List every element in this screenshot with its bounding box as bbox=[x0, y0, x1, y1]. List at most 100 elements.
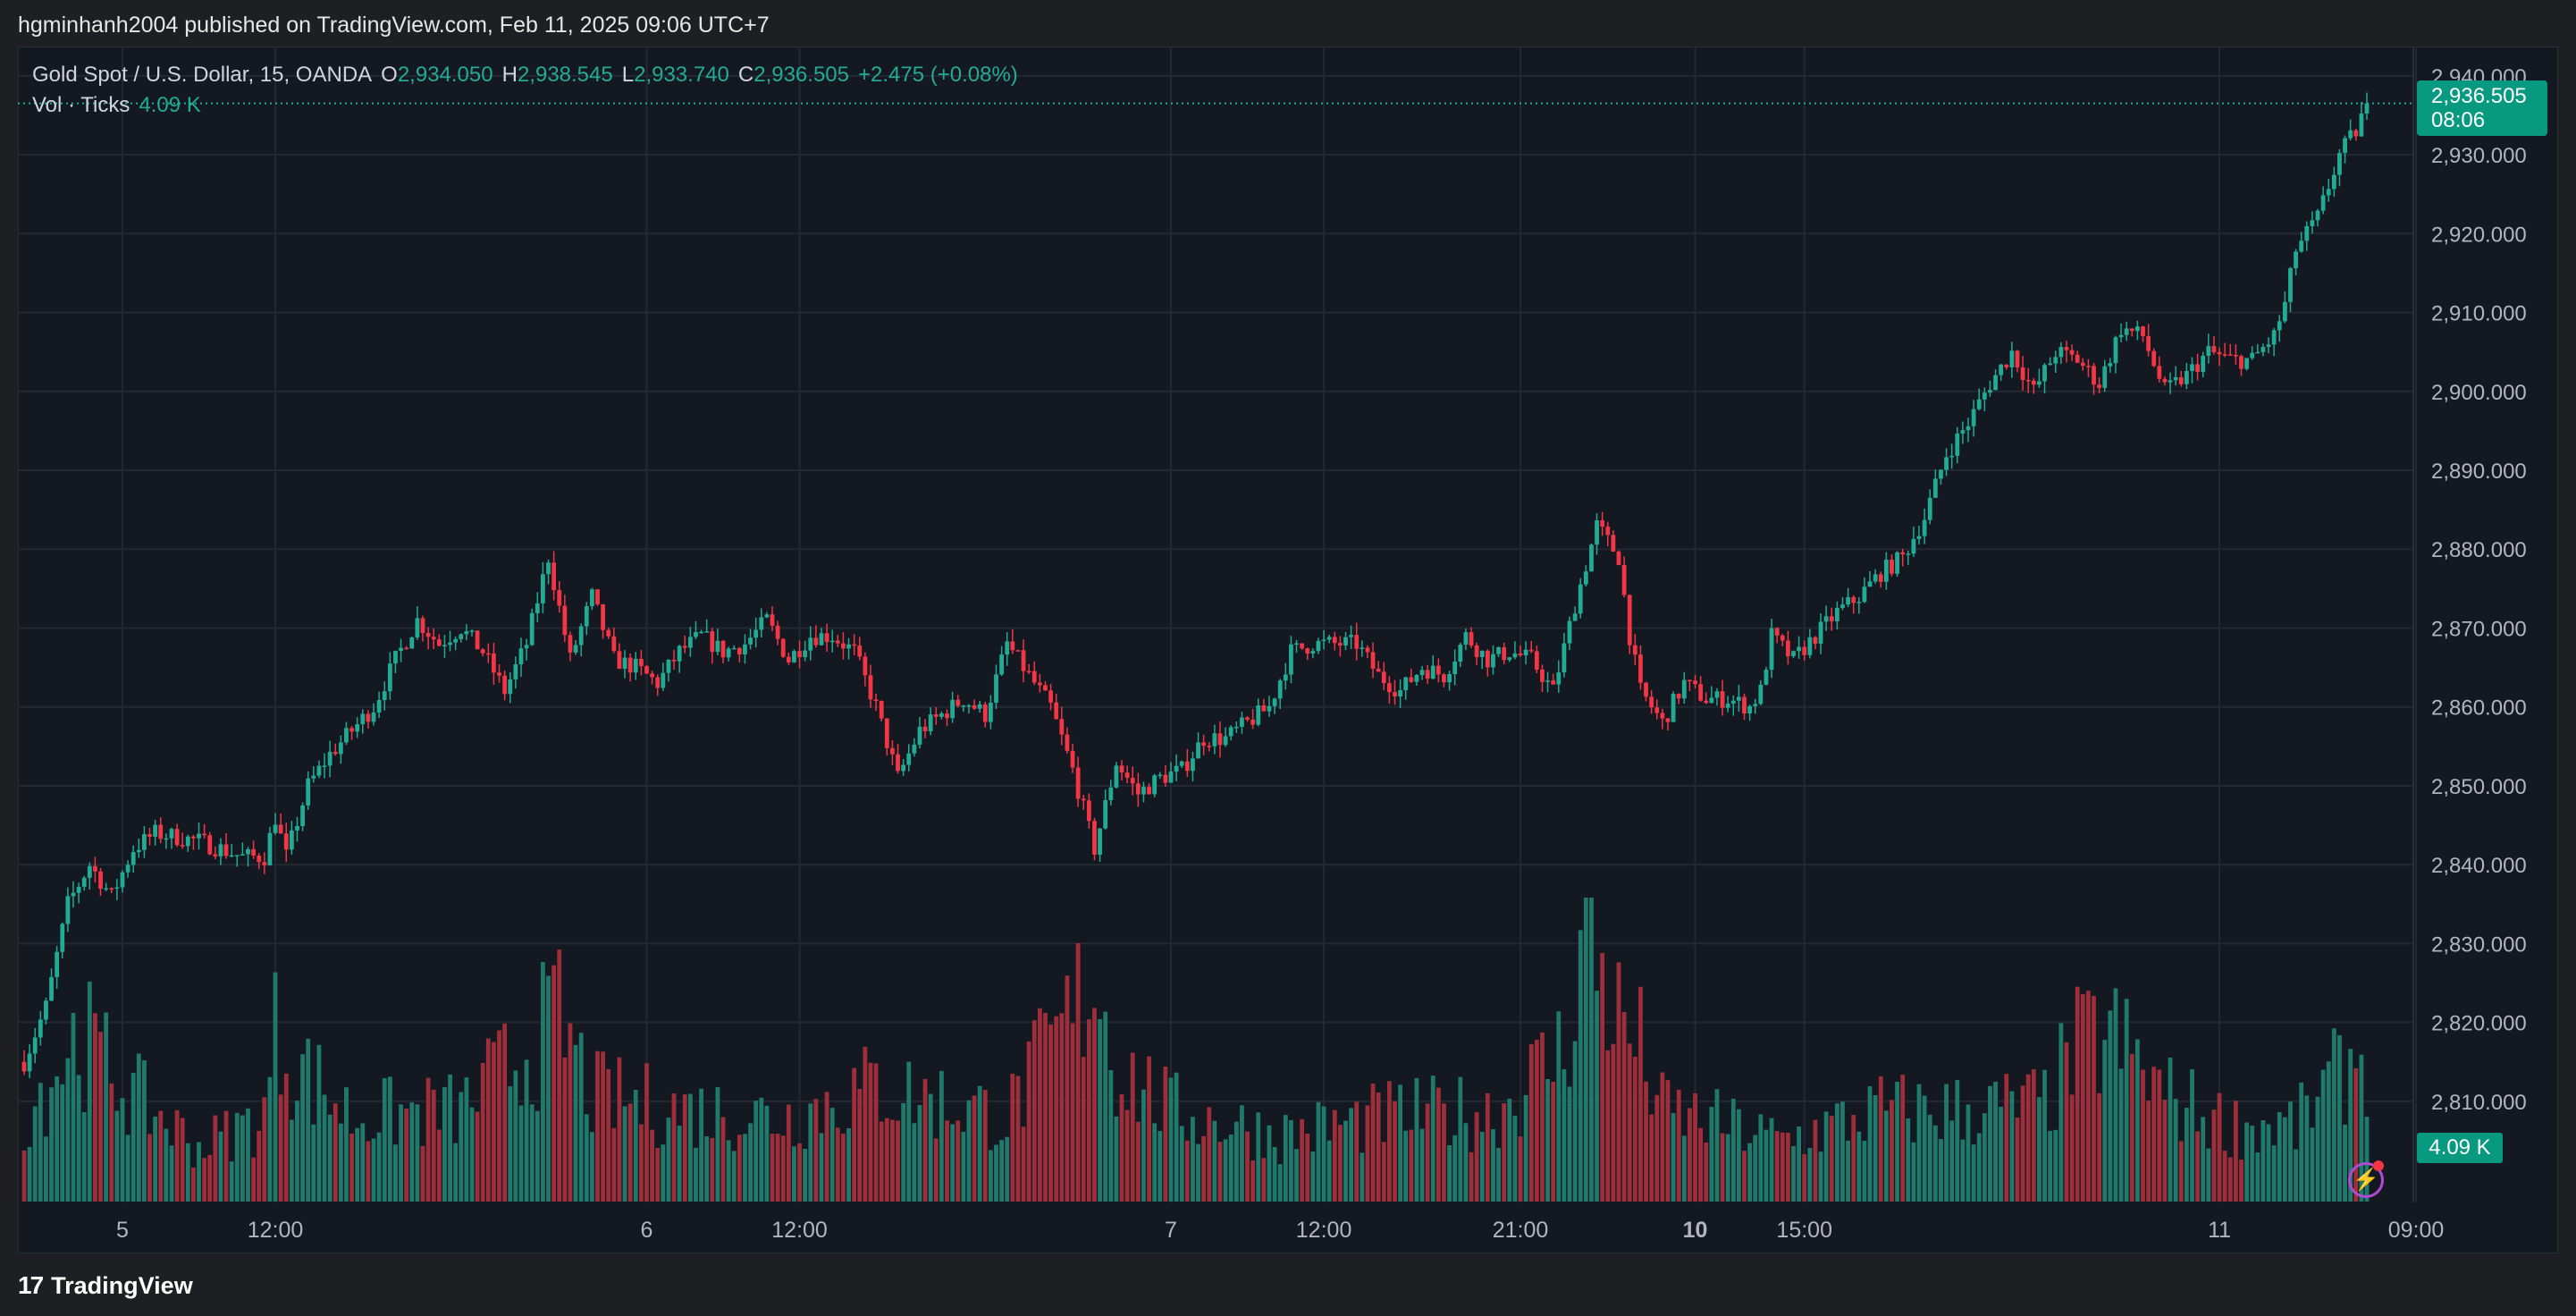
volume-bar bbox=[1458, 1076, 1463, 1202]
lightning-icon[interactable]: ⚡ bbox=[2348, 1162, 2384, 1198]
y-tick-label: 2,840.000 bbox=[2431, 854, 2527, 878]
volume-bar bbox=[955, 1120, 961, 1202]
candle-body bbox=[2092, 366, 2096, 385]
candle-body bbox=[1294, 643, 1299, 645]
candle-body bbox=[743, 644, 747, 654]
candle-body bbox=[229, 855, 234, 857]
volume-bar bbox=[1474, 1112, 1479, 1202]
candle-body bbox=[1883, 560, 1889, 582]
candle-body bbox=[2129, 328, 2134, 332]
volume-bar bbox=[2271, 1145, 2277, 1202]
volume-bar bbox=[710, 1137, 715, 1202]
candle-body bbox=[797, 651, 802, 658]
candle-body bbox=[1742, 696, 1747, 714]
candle-body bbox=[966, 704, 972, 707]
candle-body bbox=[87, 865, 92, 878]
candle-body bbox=[1895, 552, 1899, 574]
volume-bar bbox=[1240, 1105, 1244, 1202]
volume-bar bbox=[2233, 1101, 2238, 1202]
candle-body bbox=[1867, 581, 1873, 587]
candle-body bbox=[371, 713, 376, 722]
candle-body bbox=[104, 888, 109, 890]
candle-body bbox=[2201, 355, 2206, 373]
volume-bar bbox=[1114, 1116, 1119, 1202]
candle-body bbox=[803, 650, 808, 658]
volume-bar bbox=[775, 1134, 780, 1202]
candle-body bbox=[1207, 746, 1212, 747]
candle-body bbox=[1419, 670, 1425, 676]
candle-body bbox=[1381, 671, 1386, 684]
volume-bar bbox=[661, 1144, 666, 1202]
volume-bar bbox=[1338, 1125, 1343, 1202]
volume-bar bbox=[1403, 1130, 1409, 1202]
candle-body bbox=[786, 656, 791, 662]
candle-body bbox=[2108, 363, 2113, 367]
y-tick-label: 2,810.000 bbox=[2431, 1091, 2527, 1115]
candle-body bbox=[1605, 527, 1611, 536]
candle-body bbox=[595, 589, 600, 604]
volume-bar bbox=[557, 949, 562, 1202]
volume-bar bbox=[1277, 1164, 1283, 1202]
volume-bar bbox=[87, 981, 92, 1202]
volume-bar bbox=[2151, 1067, 2157, 1202]
tradingview-logo-icon: 17 bbox=[18, 1271, 44, 1299]
candle-body bbox=[1802, 646, 1807, 655]
volume-label[interactable]: Vol · Ticks bbox=[32, 93, 130, 117]
candle-body bbox=[1124, 772, 1130, 779]
symbol-title[interactable]: Gold Spot / U.S. Dollar, 15, OANDA bbox=[32, 63, 373, 87]
candle-body bbox=[813, 637, 819, 645]
candle-body bbox=[928, 714, 933, 731]
candle-body bbox=[2141, 326, 2145, 337]
candle-body bbox=[2206, 346, 2211, 356]
volume-bar bbox=[371, 1138, 376, 1202]
y-tick-label: 2,830.000 bbox=[2431, 932, 2527, 957]
candle-body bbox=[1856, 602, 1862, 603]
volume-bar bbox=[2064, 1042, 2069, 1202]
volume-bar bbox=[1906, 1118, 1911, 1202]
candle-body bbox=[1075, 767, 1081, 799]
volume-bar bbox=[694, 1147, 698, 1202]
volume-bar bbox=[1867, 1086, 1873, 1202]
candle-body bbox=[1310, 651, 1316, 654]
volume-bar bbox=[448, 1074, 452, 1202]
candle-body bbox=[2304, 225, 2310, 241]
candle-body bbox=[1704, 700, 1709, 704]
candle-body bbox=[1611, 535, 1616, 552]
candle-body bbox=[1321, 639, 1326, 642]
candle-body bbox=[1376, 668, 1381, 672]
volume-bar bbox=[1797, 1126, 1802, 1202]
volume-bar bbox=[2211, 1109, 2217, 1202]
candle-body bbox=[879, 701, 884, 719]
volume-bar bbox=[2097, 1092, 2102, 1202]
candle-body bbox=[300, 805, 305, 826]
candle-body bbox=[1797, 646, 1802, 652]
candle-body bbox=[1054, 702, 1059, 720]
volume-bar bbox=[44, 1136, 48, 1202]
volume-bar bbox=[174, 1109, 180, 1202]
volume-bar bbox=[1212, 1120, 1217, 1202]
candle-body bbox=[251, 848, 257, 856]
volume-bar bbox=[1605, 1050, 1611, 1202]
candle-body bbox=[2069, 350, 2075, 355]
volume-bar bbox=[764, 1105, 770, 1202]
volume-bar bbox=[262, 1097, 267, 1202]
candle-body bbox=[573, 645, 578, 653]
candle-body bbox=[2124, 328, 2129, 335]
candle-body bbox=[1458, 645, 1463, 662]
candle-body bbox=[1474, 645, 1479, 657]
candle-body bbox=[1496, 647, 1501, 654]
volume-bar bbox=[852, 1067, 857, 1202]
chart-frame[interactable] bbox=[18, 46, 2558, 1253]
candle-body bbox=[267, 832, 273, 865]
footer-brand[interactable]: 17 TradingView bbox=[18, 1268, 193, 1303]
candle-body bbox=[2277, 321, 2282, 331]
volume-bar bbox=[207, 1154, 213, 1202]
candle-body bbox=[1277, 680, 1283, 699]
candle-body bbox=[1305, 648, 1310, 654]
volume-bar bbox=[1463, 1123, 1469, 1202]
candle-body bbox=[1485, 650, 1490, 668]
candle-body bbox=[1665, 718, 1671, 722]
volume-bar bbox=[399, 1104, 403, 1202]
candle-body bbox=[677, 645, 682, 662]
